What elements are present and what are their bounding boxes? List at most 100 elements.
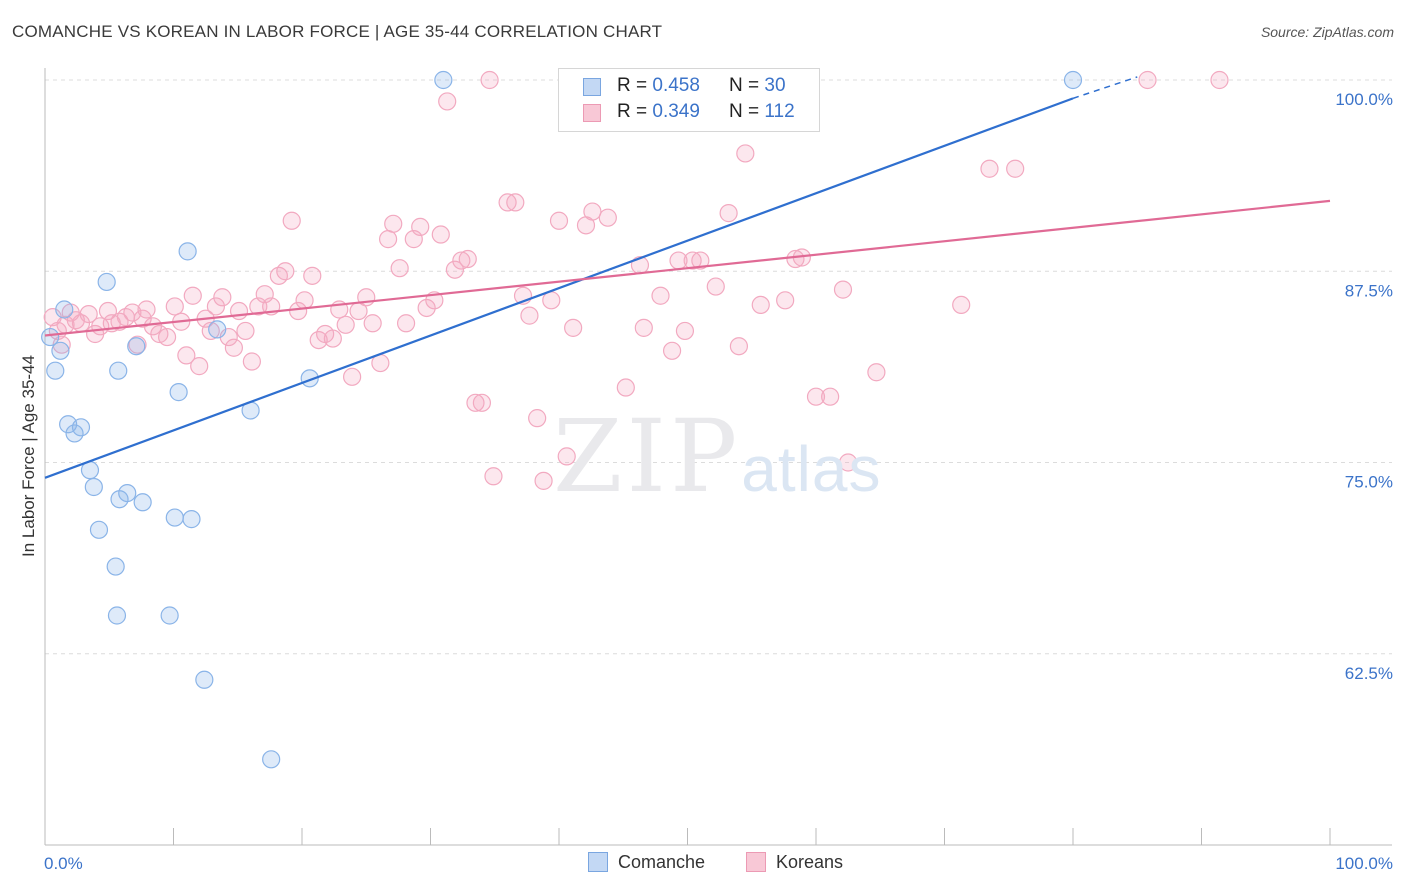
koreans-point	[123, 303, 142, 322]
comanche-point	[178, 242, 197, 261]
comanche-point	[84, 477, 103, 497]
koreans-point	[466, 393, 485, 412]
n-value-koreans: 112	[764, 101, 795, 122]
comanche-point	[127, 337, 146, 356]
comanche-point	[55, 300, 74, 319]
comanche-point	[71, 418, 91, 437]
r-value-comanche: 0.458	[652, 75, 700, 96]
comanche-legend-swatch	[588, 852, 608, 872]
koreans-point	[736, 144, 755, 163]
comanche-point	[89, 520, 109, 539]
n-value-comanche: 30	[764, 75, 786, 96]
koreans-point	[438, 92, 457, 111]
koreans-point	[719, 204, 738, 223]
comanche-point	[195, 670, 214, 689]
watermark: ZIPatlas	[553, 398, 881, 515]
n-label: N =	[729, 75, 765, 96]
koreans-point	[431, 225, 450, 244]
koreans-point	[157, 327, 177, 347]
comanche-point	[46, 361, 65, 380]
comanche-legend-label: Comanche	[618, 852, 706, 872]
koreans-point	[952, 295, 971, 315]
koreans-point	[549, 211, 569, 230]
koreans-point	[276, 262, 295, 281]
comanche-point	[106, 557, 125, 576]
watermark-zip: ZIP	[553, 398, 742, 515]
koreans-point	[183, 286, 202, 305]
stats-legend: R = 0.458 N = 30 R = 0.349 N = 112	[558, 68, 820, 132]
comanche-point	[1063, 70, 1083, 90]
y-tick-label: 87.5%	[1345, 281, 1393, 300]
koreans-point	[616, 378, 635, 397]
koreans-point	[534, 471, 553, 490]
koreans-point	[137, 300, 156, 319]
x-tick-label: 100.0%	[1335, 854, 1393, 873]
koreans-point	[557, 447, 576, 466]
y-axis-label: In Labor Force | Age 35-44	[19, 355, 38, 557]
n-label: N =	[729, 101, 765, 122]
koreans-point	[229, 301, 249, 321]
comanche-point	[165, 508, 184, 527]
koreans-point	[110, 312, 129, 331]
koreans-point	[417, 298, 436, 318]
koreans-point	[583, 202, 602, 221]
koreans-point	[598, 208, 617, 227]
comanche-point	[97, 272, 116, 292]
koreans-point	[282, 211, 301, 230]
koreans-point	[528, 409, 547, 428]
koreans-point	[839, 453, 858, 472]
comanche-point	[133, 493, 152, 512]
comanche-point	[182, 510, 201, 529]
comanche-point	[51, 341, 70, 360]
comanche-point	[160, 606, 179, 625]
koreans-point	[236, 321, 255, 341]
koreans-point	[729, 337, 749, 356]
koreans-point	[336, 315, 355, 334]
comanche-point	[118, 484, 137, 503]
bottom-legend-koreans: Koreans	[746, 852, 843, 873]
koreans-point	[751, 295, 770, 315]
comanche-point	[262, 750, 281, 769]
comanche-point	[109, 361, 128, 380]
koreans-point	[269, 266, 288, 285]
tick-labels: 62.5% 75.0% 87.5% 100.0% 0.0% 100.0%	[44, 90, 1393, 873]
koreans-point	[675, 321, 695, 341]
koreans-point	[323, 329, 342, 348]
comanche-point	[169, 383, 188, 402]
source-credit: Source: ZipAtlas.com	[1260, 24, 1394, 40]
koreans-point	[564, 318, 583, 337]
koreans-point	[295, 291, 314, 310]
koreans-point	[384, 214, 403, 233]
koreans-point	[662, 341, 682, 360]
koreans-point	[480, 70, 499, 90]
comanche-swatch	[583, 78, 601, 96]
y-tick-label: 100.0%	[1335, 90, 1393, 109]
koreans-point	[867, 363, 886, 382]
koreans-trend-line	[44, 199, 1331, 337]
y-tick-label: 75.0%	[1345, 473, 1393, 492]
comanche-point	[434, 70, 453, 90]
koreans-point	[213, 288, 232, 307]
koreans-point	[683, 251, 702, 270]
koreans-point	[343, 367, 362, 386]
koreans-point	[472, 393, 491, 412]
koreans-point	[224, 338, 243, 357]
koreans-point	[506, 193, 525, 212]
koreans-point	[396, 314, 416, 333]
koreans-point	[786, 249, 805, 269]
koreans-point	[484, 467, 503, 486]
koreans-point	[651, 286, 670, 305]
koreans-point	[458, 249, 477, 269]
koreans-point	[289, 301, 308, 321]
trend-lines	[44, 76, 1331, 479]
koreans-point	[452, 251, 471, 270]
koreans-point	[79, 304, 98, 324]
comanche-point	[107, 606, 127, 625]
comanche-point	[208, 320, 227, 339]
koreans-point	[980, 159, 999, 178]
koreans-point	[833, 280, 853, 299]
r-label: R =	[617, 75, 653, 96]
koreans-point	[363, 314, 382, 333]
koreans-point	[821, 387, 840, 406]
